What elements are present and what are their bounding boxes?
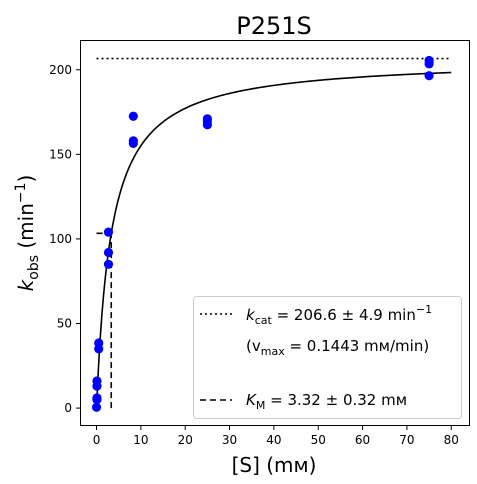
data-point	[91, 402, 102, 412]
data-point	[92, 376, 102, 386]
legend-frame	[193, 296, 462, 419]
data-point	[103, 259, 114, 269]
legend-vmax-text: (vmax = 0.1443 mм/min)	[246, 337, 429, 358]
x-axis-label: [S] (mм)	[232, 453, 317, 477]
y-tick-label: 50	[57, 317, 72, 331]
plot-frame	[80, 40, 470, 426]
data-point	[128, 111, 138, 121]
x-tick-label: 10	[133, 433, 148, 447]
plot-area	[91, 55, 452, 412]
data-point	[103, 247, 114, 258]
data-point	[202, 114, 212, 124]
fit-curve	[95, 71, 452, 409]
x-tick-label: 70	[399, 433, 414, 447]
legend: kcat = 206.6 ± 4.9 min−1 (vmax = 0.1443 …	[193, 296, 462, 419]
y-axis-label: kobs (min−1)	[13, 175, 42, 292]
data-point	[424, 55, 434, 66]
chart-title: P251S	[236, 12, 312, 40]
y-tick-label: 100	[49, 232, 72, 246]
data-point	[92, 393, 102, 403]
y-tick-label: 0	[64, 401, 72, 415]
legend-kcat-text: kcat = 206.6 ± 4.9 min−1	[246, 303, 432, 327]
x-tick-label: 40	[266, 433, 281, 447]
x-axis: 0 10 20 30 40 50 60 70 80	[93, 425, 459, 447]
x-tick-label: 30	[222, 433, 237, 447]
x-tick-label: 80	[444, 433, 459, 447]
y-axis: 0 50 100 150 200	[49, 63, 81, 415]
legend-km-text: KM = 3.32 ± 0.32 mм	[246, 391, 407, 412]
y-tick-label: 200	[49, 63, 72, 77]
data-point	[128, 136, 138, 146]
x-tick-label: 20	[178, 433, 193, 447]
data-point	[94, 338, 104, 348]
x-tick-label: 0	[93, 433, 101, 447]
data-point	[103, 227, 114, 237]
data-point	[424, 71, 434, 81]
x-tick-label: 60	[355, 433, 370, 447]
x-tick-label: 50	[311, 433, 326, 447]
y-tick-label: 150	[49, 147, 72, 161]
